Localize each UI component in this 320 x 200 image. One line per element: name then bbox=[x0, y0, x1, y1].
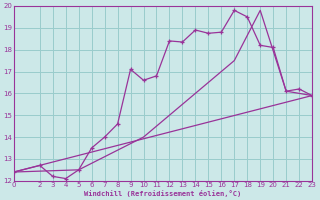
X-axis label: Windchill (Refroidissement éolien,°C): Windchill (Refroidissement éolien,°C) bbox=[84, 190, 242, 197]
